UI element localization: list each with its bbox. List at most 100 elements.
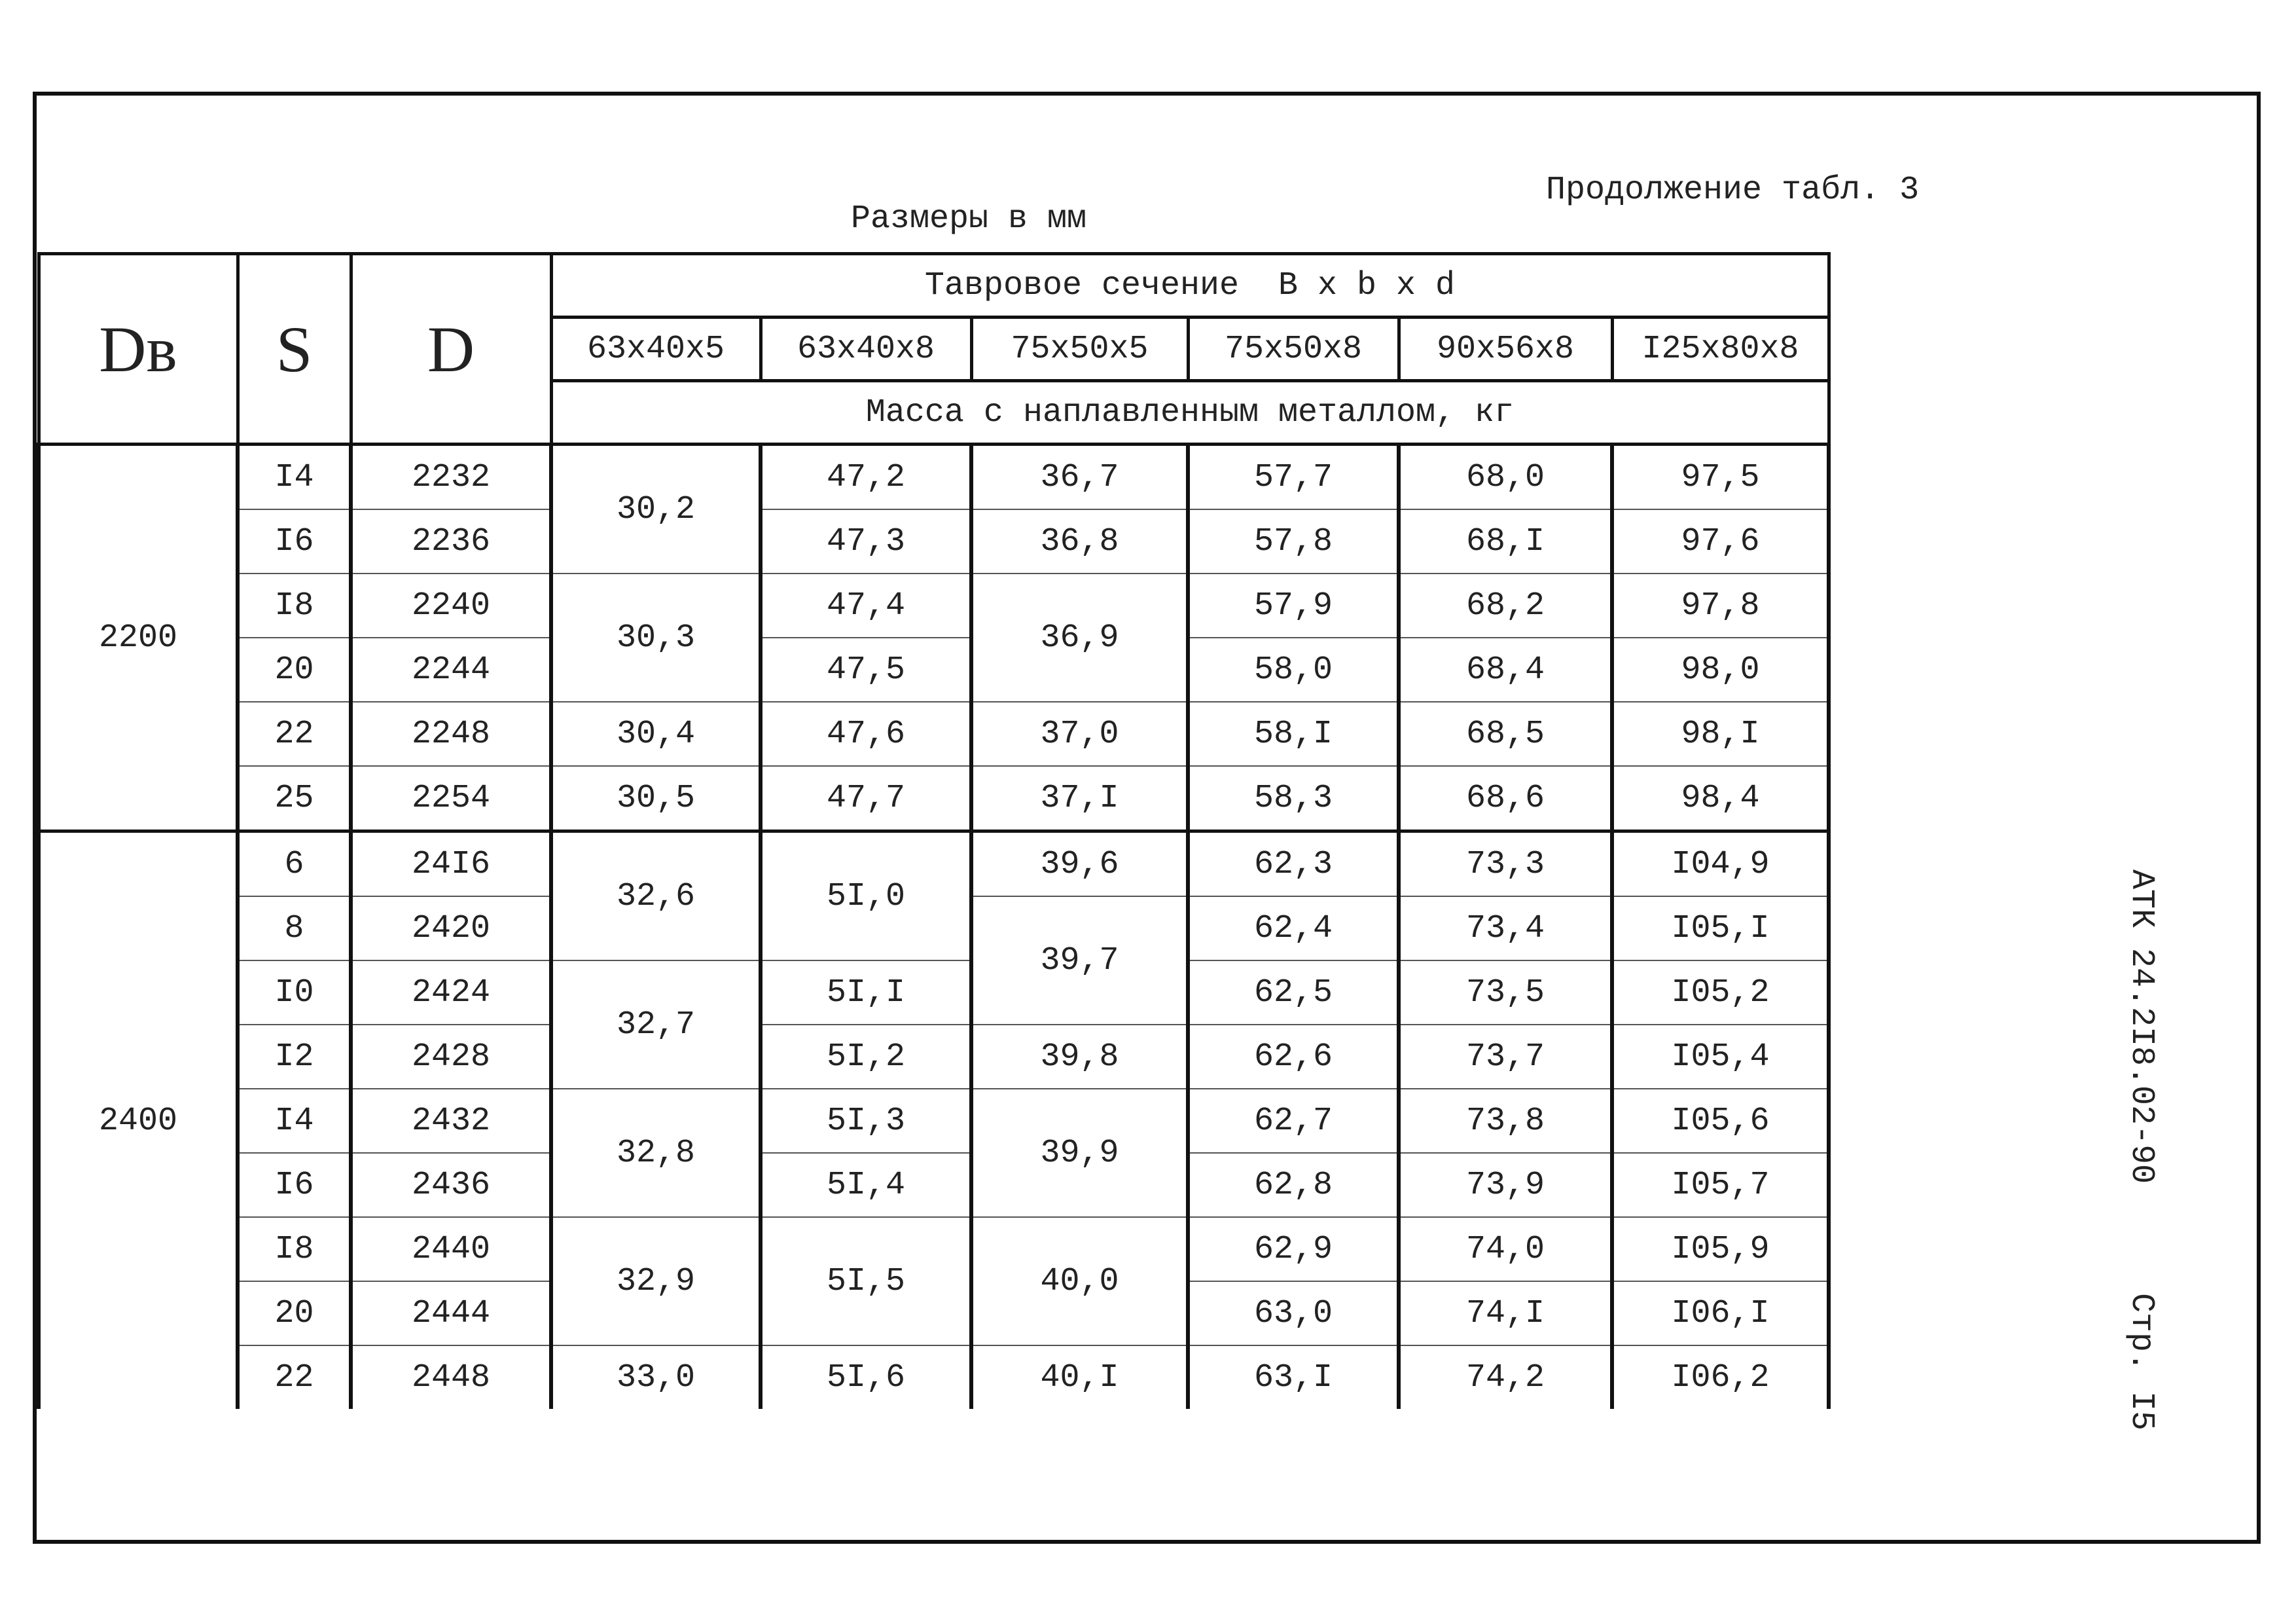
table-cell: 40,I: [969, 1345, 1190, 1409]
table-cell: 58,3: [1186, 765, 1401, 831]
table-cell: 5I,3: [759, 1088, 973, 1153]
table-cell: 62,7: [1186, 1088, 1401, 1153]
table-cell: 20: [236, 637, 353, 702]
table-cell: 30,5: [549, 765, 762, 831]
table-cell: I04,9: [1610, 830, 1831, 896]
table-cell: I05,9: [1610, 1216, 1831, 1281]
table-row: 8 2420 39,7 62,4 73,4 I05,I: [39, 896, 1831, 1025]
table-cell: 2436: [349, 1152, 553, 1217]
table-cell: 6: [236, 830, 353, 896]
table-cell: I05,6: [1610, 1088, 1831, 1153]
table-cell: 47,7: [759, 765, 973, 831]
table-cell: I2: [236, 1024, 353, 1089]
table-row: I8 2240 30,3 47,4 36,9 57,9 68,2 97,8: [39, 573, 1831, 702]
table-row: I4 2432 32,8 5I,3 39,9 62,7 73,8 I05,6: [39, 1088, 1831, 1217]
table: Dв S D Тавровое сечение В x b x d 63x40x…: [37, 252, 1831, 1409]
table-cell: 98,0: [1610, 637, 1831, 702]
table-cell: 5I,5: [759, 1216, 973, 1345]
table-row: 2400 6 24I6 32,6 5I,0 39,6 62,3 73,3 I04,9: [37, 830, 1831, 1409]
table-row: 25 2254 30,5 47,7 37,I 58,3 68,6 98,4: [39, 765, 1831, 831]
table-cell: 36,7: [969, 443, 1190, 509]
table-cell: 22: [236, 701, 353, 766]
head-row: Dв S D Тавровое сечение В x b x d: [37, 252, 1831, 446]
table-cell: 5I,I: [759, 960, 973, 1025]
table-cell: 5I,0: [759, 830, 973, 960]
header-cell: Тавровое сечение В x b x d: [549, 252, 1831, 319]
table-cell: 30,4: [549, 701, 762, 766]
table-cell: 74,2: [1397, 1345, 1614, 1409]
table-cell: 39,6: [969, 830, 1190, 896]
table-cell: 36,9: [969, 573, 1190, 702]
table-row: 22 2448 33,0 5I,6 40,I 63,I 74,2 I06,2: [39, 1345, 1831, 1409]
table-cell: I8: [236, 573, 353, 638]
table-cell: 68,0: [1397, 443, 1614, 509]
table-cell: 74,0: [1397, 1216, 1614, 1281]
table-cell: I6: [236, 509, 353, 574]
table-cell: 97,8: [1610, 573, 1831, 638]
table-cell: 73,7: [1397, 1024, 1614, 1089]
table-cell: I4: [236, 443, 353, 509]
table-cell: 63,I: [1186, 1345, 1401, 1409]
table-cell: 73,9: [1397, 1152, 1614, 1217]
table-cell: I6: [236, 1152, 353, 1217]
table-row: 20 2444 63,0 74,I I06,I: [39, 1281, 1831, 1345]
header-cell: Масса с наплавленным металлом, кг: [549, 379, 1831, 446]
table-body: 2200 I4 2232 30,2 47,2 36,7 57,7 68,0 97,5 I6 2236…: [37, 443, 1831, 1409]
table-cell: 97,6: [1610, 509, 1831, 574]
table-cell: 2448: [349, 1345, 553, 1409]
table-cell: 68,4: [1397, 637, 1614, 702]
table-cell: 2420: [349, 896, 553, 960]
table-cell: 30,2: [549, 443, 762, 574]
table-cell: I06,2: [1610, 1345, 1831, 1409]
head-row: 63x40x5 63x40x8 75x50x5 75x50x8 90x56x8 I25x8…: [39, 316, 1831, 382]
table-cell: I05,2: [1610, 960, 1831, 1025]
header-cell: 90x56x8: [1397, 316, 1614, 382]
table-cell: 2244: [349, 637, 553, 702]
table-cell: 73,3: [1397, 830, 1614, 896]
table-row: I8 2440 32,9 5I,5 40,0 62,9 74,0 I05,9: [39, 1216, 1831, 1345]
table-cell: 5I,4: [759, 1152, 973, 1217]
table-row: 22 2248 30,4 47,6 37,0 58,I 68,5 98,I: [39, 701, 1831, 766]
table-cell: 97,5: [1610, 443, 1831, 509]
table-cell: 2232: [349, 443, 553, 509]
table-cell: 2240: [349, 573, 553, 638]
header-cell: 63x40x8: [759, 316, 973, 382]
table-cell: I8: [236, 1216, 353, 1281]
table-cell: 5I,2: [759, 1024, 973, 1089]
table-cell: 73,5: [1397, 960, 1614, 1025]
table-cell: 32,9: [549, 1216, 762, 1345]
table-cell: 47,4: [759, 573, 973, 638]
table-cell: 57,9: [1186, 573, 1401, 638]
table-cell: I06,I: [1610, 1281, 1831, 1345]
table-cell: 2444: [349, 1281, 553, 1345]
table-row: 2200 I4 2232 30,2 47,2 36,7 57,7 68,0 97,5: [37, 443, 1831, 831]
table-cell: 58,0: [1186, 637, 1401, 702]
table-cell: 47,6: [759, 701, 973, 766]
table-row: 20 2244 47,5 58,0 68,4 98,0: [39, 637, 1831, 702]
header-cell: Dв: [37, 252, 240, 446]
head-row: Масса с наплавленным металлом, кг: [39, 379, 1831, 446]
units: Размеры в мм: [851, 200, 1087, 238]
table-cell: 2400: [37, 830, 240, 1409]
table-cell: 62,8: [1186, 1152, 1401, 1217]
table-cell: I4: [236, 1088, 353, 1153]
header-cell: 63x40x5: [549, 316, 762, 382]
table-cell: 30,3: [549, 573, 762, 702]
table-cell: 2428: [349, 1024, 553, 1089]
table-cell: 5I,6: [759, 1345, 973, 1409]
table-cell: 32,7: [549, 960, 762, 1089]
doc-code: АТК 24.2I8.02-90: [2123, 869, 2160, 1184]
table-row: I0 2424 32,7 5I,I 62,5 73,5 I05,2: [39, 960, 1831, 1089]
table-cell: 68,5: [1397, 701, 1614, 766]
table-cell: 25: [236, 765, 353, 831]
table-cell: 68,2: [1397, 573, 1614, 638]
header-cell: 75x50x5: [969, 316, 1190, 382]
table-cell: 39,9: [969, 1088, 1190, 1217]
table-cell: I05,I: [1610, 896, 1831, 960]
table-cell: 32,8: [549, 1088, 762, 1217]
table-row: I6 2436 5I,4 62,8 73,9 I05,7: [39, 1152, 1831, 1217]
table-cell: 2424: [349, 960, 553, 1025]
table-cell: 68,6: [1397, 765, 1614, 831]
header-cell: D: [349, 252, 553, 446]
